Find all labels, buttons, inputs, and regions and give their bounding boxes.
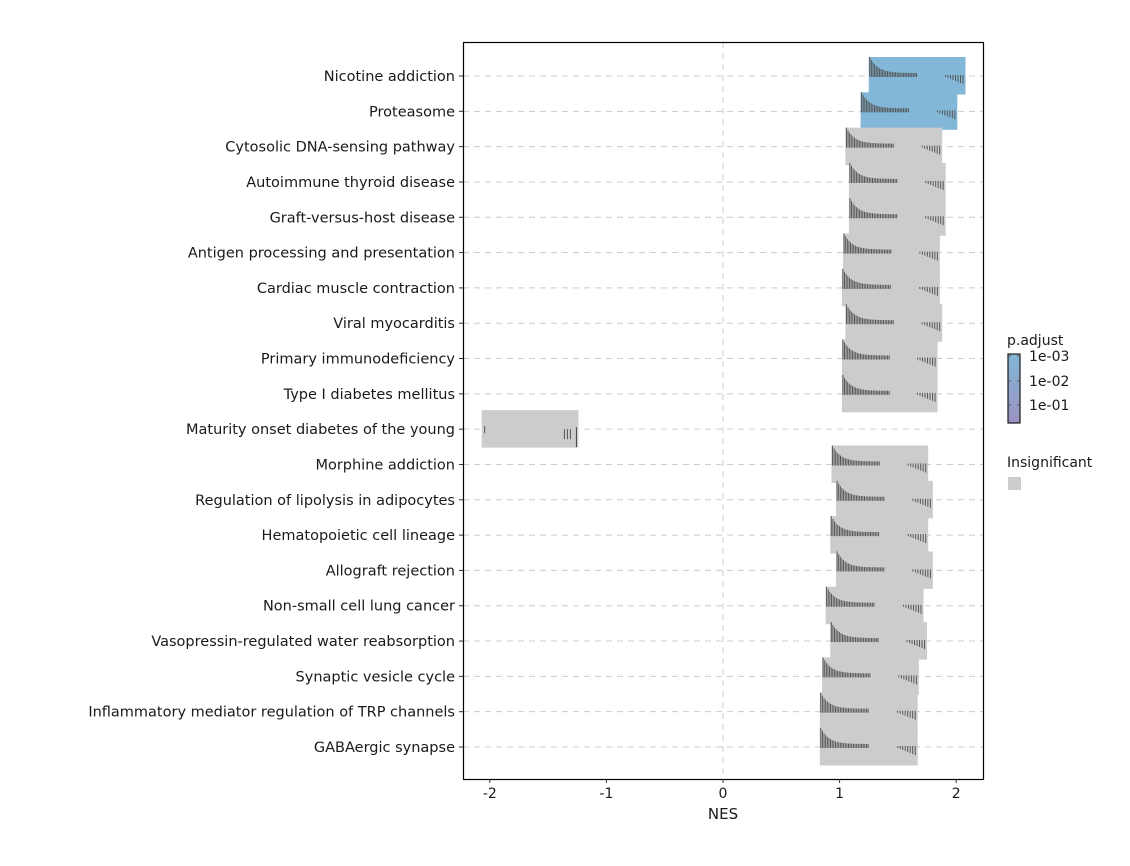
bar <box>830 622 928 660</box>
x-tick-labels: -2 -1 0 1 2 <box>483 779 961 802</box>
y-tick-labels: Nicotine addiction Proteasome Cytosolic DN… <box>88 69 463 756</box>
bar <box>868 57 966 95</box>
bar <box>825 586 924 625</box>
bar-ticks <box>849 198 944 226</box>
y-tick-label: Autoimmune thyroid disease <box>246 175 455 191</box>
y-tick-label: Nicotine addiction <box>324 69 455 85</box>
bar-ticks <box>845 127 941 155</box>
y-tick-label: Hematopoietic cell lineage <box>262 528 456 544</box>
bar-ticks <box>822 657 917 685</box>
bar-ticks <box>845 304 941 332</box>
y-tick-label: Maturity onset diabetes of the young <box>186 422 455 438</box>
y-tick-label: Primary immunodeficiency <box>261 352 456 368</box>
bar-ticks <box>484 426 577 448</box>
bar-ticks <box>843 233 938 261</box>
bar <box>841 374 938 413</box>
bar <box>848 198 946 236</box>
legend-insignificant-swatch <box>1008 477 1021 490</box>
y-tick-label: Regulation of lipolysis in adipocytes <box>195 493 455 509</box>
bar-ticks <box>831 445 927 473</box>
legend-tick-label: 1e-02 <box>1029 374 1069 390</box>
bar-ticks <box>830 516 927 544</box>
bar-ticks <box>836 480 931 508</box>
x-tick-label: -2 <box>483 786 497 802</box>
bar-ticks <box>830 622 926 650</box>
y-tick-label: Allograft rejection <box>326 563 455 579</box>
bar-ticks <box>861 92 956 120</box>
x-tick-label: -1 <box>599 786 613 802</box>
bar-ticks <box>869 57 964 84</box>
y-tick-label: Cardiac muscle contraction <box>257 281 455 297</box>
x-axis-label: NES <box>708 805 738 823</box>
bar <box>830 516 929 554</box>
bar-ticks <box>820 692 916 720</box>
bars <box>481 57 966 766</box>
y-tick-label: Inflammatory mediator regulation of TRP … <box>88 705 455 721</box>
bar-ticks <box>826 586 922 614</box>
legend-colorbar <box>1007 353 1021 424</box>
y-tick-label: Proteasome <box>369 104 455 120</box>
bar-ticks <box>842 339 936 367</box>
bar <box>831 445 929 483</box>
bar <box>845 127 943 166</box>
legend: p.adjust 1e-03 1e-02 1e-01 Insignificant <box>1007 333 1093 490</box>
y-tick-label: Viral myocarditis <box>333 316 455 332</box>
y-tick-label: Type I diabetes mellitus <box>283 387 455 403</box>
y-tick-label: GABAergic synapse <box>314 740 455 756</box>
bar-ticks <box>842 374 936 402</box>
y-tick-label: Synaptic vesicle cycle <box>296 669 456 685</box>
legend-tick-label: 1e-03 <box>1029 349 1069 365</box>
bar-ticks <box>842 268 938 296</box>
bar <box>481 410 579 448</box>
bar <box>848 162 946 201</box>
bar <box>845 304 943 342</box>
y-tick-label: Vasopressin-regulated water reabsorption <box>151 634 455 650</box>
legend-insignificant-label: Insignificant <box>1007 455 1093 471</box>
legend-tick-label: 1e-01 <box>1029 398 1069 414</box>
bar <box>819 692 918 731</box>
bar-ticks <box>849 162 944 190</box>
bar <box>843 233 940 272</box>
x-tick-label: 0 <box>719 786 728 802</box>
y-tick-label: Morphine addiction <box>315 457 455 473</box>
x-tick-label: 2 <box>952 786 961 802</box>
y-tick-label: Cytosolic DNA-sensing pathway <box>225 140 455 156</box>
bar <box>819 728 918 766</box>
y-tick-label: Antigen processing and presentation <box>188 246 455 262</box>
bar <box>836 480 933 519</box>
legend-title: p.adjust <box>1007 333 1064 349</box>
y-tick-label: Graft-versus-host disease <box>270 210 456 226</box>
bar-ticks <box>836 551 931 579</box>
bar <box>860 92 958 130</box>
y-tick-label: Non-small cell lung cancer <box>263 599 455 615</box>
bar <box>836 551 933 589</box>
bar <box>841 339 938 378</box>
bar-ticks <box>820 728 916 755</box>
bar <box>822 657 919 695</box>
x-tick-label: 1 <box>835 786 844 802</box>
bar <box>841 268 940 307</box>
